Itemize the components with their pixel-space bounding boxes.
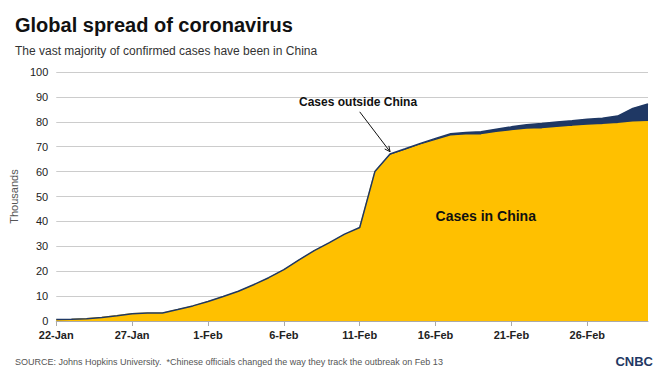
svg-text:100: 100: [30, 66, 48, 78]
svg-text:Global spread of coronavirus: Global spread of coronavirus: [15, 14, 293, 36]
svg-text:11-Feb: 11-Feb: [342, 329, 377, 341]
svg-text:Thousands: Thousands: [8, 169, 20, 224]
svg-text:6-Feb: 6-Feb: [269, 329, 299, 341]
svg-text:30: 30: [36, 240, 48, 252]
svg-text:27-Jan: 27-Jan: [115, 329, 150, 341]
svg-text:90: 90: [36, 91, 48, 103]
svg-text:0: 0: [42, 315, 48, 327]
svg-text:40: 40: [36, 215, 48, 227]
svg-text:26-Feb: 26-Feb: [570, 329, 606, 341]
svg-text:21-Feb: 21-Feb: [494, 329, 530, 341]
svg-text:SOURCE: Johns Hopkins Universi: SOURCE: Johns Hopkins University. *Chine…: [15, 357, 443, 367]
svg-text:22-Jan: 22-Jan: [39, 329, 74, 341]
svg-text:20: 20: [36, 265, 48, 277]
svg-text:1-Feb: 1-Feb: [193, 329, 223, 341]
svg-text:60: 60: [36, 166, 48, 178]
svg-text:50: 50: [36, 191, 48, 203]
svg-text:80: 80: [36, 116, 48, 128]
svg-text:CNBC: CNBC: [615, 354, 653, 369]
svg-text:The vast majority of confirmed: The vast majority of confirmed cases hav…: [15, 44, 317, 58]
svg-text:10: 10: [36, 290, 48, 302]
svg-text:70: 70: [36, 141, 48, 153]
svg-text:16-Feb: 16-Feb: [418, 329, 454, 341]
svg-text:Cases outside China: Cases outside China: [299, 95, 417, 109]
svg-text:Cases in China: Cases in China: [436, 208, 537, 224]
